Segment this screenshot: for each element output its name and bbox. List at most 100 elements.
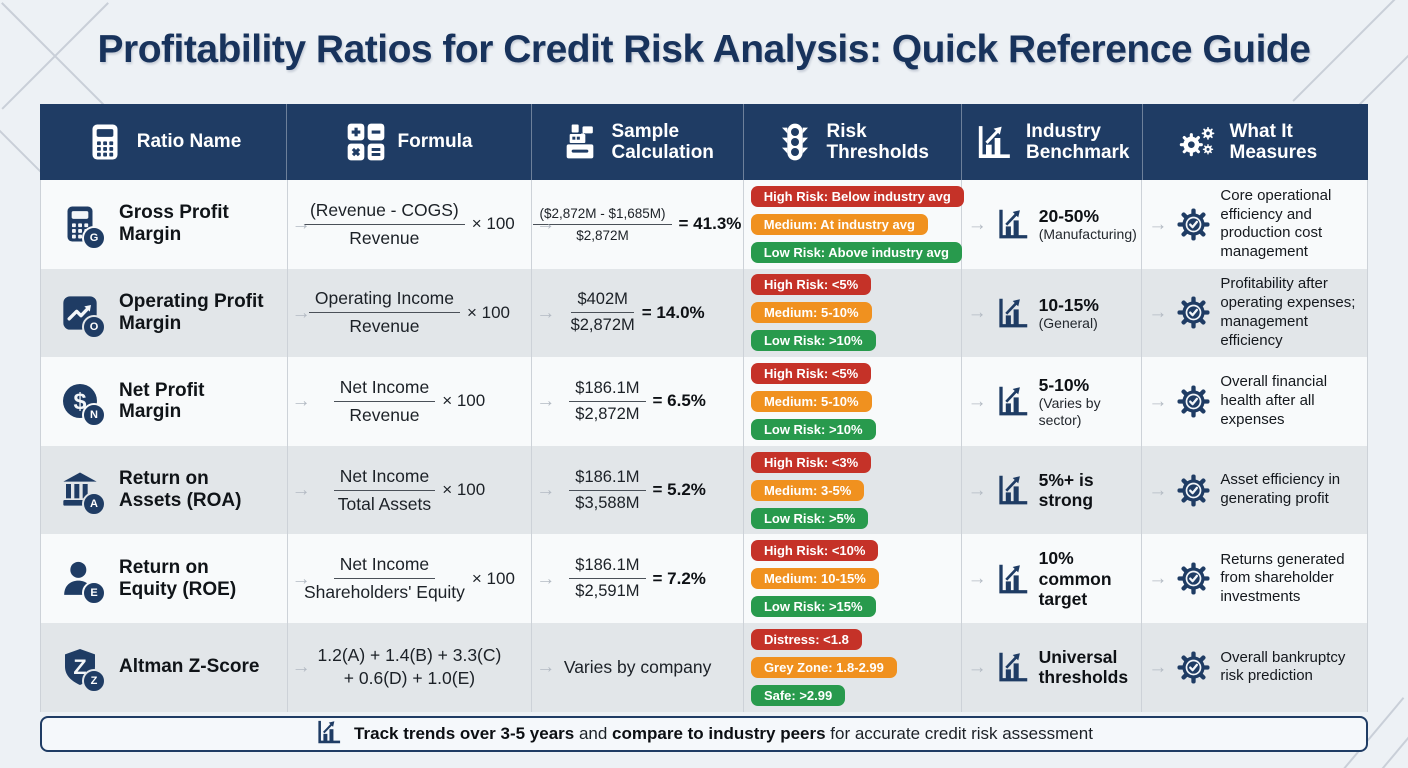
benchmark-value: 10% common target xyxy=(1038,548,1112,609)
risk-thresholds-cell: Distress: <1.8 Grey Zone: 1.8-2.99 Safe:… xyxy=(744,622,962,712)
ratio-letter-badge: E xyxy=(82,580,106,605)
ratio-name: Gross Profit Margin xyxy=(119,202,229,246)
formula-multiplier: × 100 xyxy=(467,302,511,322)
low-risk-badge: Safe: >2.99 xyxy=(750,684,846,706)
formula-line-2: + 0.6(D) + 1.0(E) xyxy=(343,668,476,689)
traffic-light-icon xyxy=(775,122,815,162)
formula-cell: → Net Income Shareholders' Equity × 100 xyxy=(288,534,533,623)
gears-icon xyxy=(1178,122,1218,162)
ratio-name: Net Profit Margin xyxy=(119,379,205,423)
line-chart-icon: O xyxy=(57,290,106,339)
ratio-name: Altman Z-Score xyxy=(119,656,260,678)
measures-cell: → Core operational efficiency and produc… xyxy=(1142,180,1367,269)
sample-fraction: $186.1M $2,591M xyxy=(569,556,646,601)
bar-chart-icon xyxy=(995,295,1031,331)
formula-numerator: Net Income xyxy=(333,377,436,402)
benchmark-cell: → 10-15% (General) xyxy=(962,268,1143,358)
measures-cell: → Profitability after operating expenses… xyxy=(1142,269,1367,358)
low-risk-badge: Low Risk: Above industry avg xyxy=(750,241,962,263)
ratio-name-cell: N Net Profit Margin xyxy=(41,357,288,446)
high-risk-badge: High Risk: <10% xyxy=(750,540,879,562)
calculator-icon: G xyxy=(57,201,106,251)
high-risk-badge: High Risk: <3% xyxy=(750,451,872,473)
gear-check-icon xyxy=(1175,206,1212,243)
trend-chart-icon xyxy=(315,718,343,751)
table-header-row: Ratio Name Formula Sample Calculation Ri… xyxy=(40,104,1368,180)
gear-check-icon xyxy=(1175,649,1212,686)
risk-thresholds-cell: High Risk: <5% Medium: 5-10% Low Risk: >… xyxy=(744,357,962,446)
arrow-icon: → xyxy=(291,302,311,324)
benchmark-text: 10% common target xyxy=(1039,548,1142,608)
dollar-circle-icon: N xyxy=(57,378,106,428)
benchmark-cell: → 5%+ is strong xyxy=(962,445,1143,535)
benchmark-text: 5-10% (Varies by sector) xyxy=(1039,375,1142,427)
formula-denominator: Revenue xyxy=(349,316,420,337)
sample-fraction: ($2,872M - $1,685M) $2,872M xyxy=(533,206,672,243)
arrow-icon: → xyxy=(967,302,987,324)
formula-multiplier: × 100 xyxy=(442,480,486,500)
measures-cell: → Overall bankruptcy risk prediction xyxy=(1142,623,1367,712)
sample-result: = 6.5% xyxy=(652,391,706,411)
formula-multiplier: × 100 xyxy=(471,214,515,234)
medium-risk-badge: Medium: 3-5% xyxy=(750,479,865,501)
formula-denominator: Revenue xyxy=(349,227,420,248)
formula-numerator: (Revenue - COGS) xyxy=(303,200,465,225)
ratio-name: Operating Profit Margin xyxy=(119,291,264,334)
benchmark-text: 10-15% (General) xyxy=(1039,295,1099,331)
benchmark-text: 20-50% (Manufacturing) xyxy=(1039,206,1137,242)
benchmark-cell: → 20-50% (Manufacturing) xyxy=(962,180,1143,269)
ratio-name-cell: E Return on Equity (ROE) xyxy=(41,534,288,623)
col-header-formula: Formula xyxy=(287,104,532,180)
sample-numerator: $186.1M xyxy=(569,468,646,491)
arrow-icon: → xyxy=(1148,656,1168,678)
benchmark-value: 20-50% xyxy=(1038,206,1100,227)
measures-text: Returns generated from shareholder inves… xyxy=(1220,550,1345,606)
ratio-name-cell: A Return on Assets (ROA) xyxy=(41,445,288,535)
table-row: Z Altman Z-Score → 1.2(A) + 1.4(B) + 3.3… xyxy=(41,622,1367,712)
arrow-icon: → xyxy=(1148,568,1168,590)
bar-chart-icon xyxy=(995,649,1031,685)
arrow-icon: → xyxy=(1148,479,1168,501)
arrow-icon: → xyxy=(536,302,556,324)
col-header-label: Industry Benchmark xyxy=(1026,120,1130,163)
page-title: Profitability Ratios for Credit Risk Ana… xyxy=(97,28,1311,71)
col-header-label: What It Measures xyxy=(1229,120,1318,163)
formula-fraction: Operating Income Revenue xyxy=(308,288,460,337)
medium-risk-badge: Medium: 5-10% xyxy=(750,302,872,324)
arrow-icon: → xyxy=(536,479,556,501)
arrow-icon: → xyxy=(967,479,987,501)
col-header-what-it-measures: What It Measures xyxy=(1143,104,1368,180)
col-header-risk-thresholds: Risk Thresholds xyxy=(744,104,962,180)
benchmark-value: Universal thresholds xyxy=(1038,647,1129,688)
risk-thresholds-cell: High Risk: <5% Medium: 5-10% Low Risk: >… xyxy=(744,268,962,358)
ratio-name-cell: Z Altman Z-Score xyxy=(41,622,288,712)
table-row: E Return on Equity (ROE) → Net Income Sh… xyxy=(41,534,1367,623)
footer-segment: and xyxy=(574,724,613,743)
risk-thresholds-cell: High Risk: <3% Medium: 3-5% Low Risk: >5… xyxy=(744,445,962,535)
sample-calculation-cell: → ($2,872M - $1,685M) $2,872M = 41.3% xyxy=(532,180,744,269)
col-header-industry-benchmark: Industry Benchmark xyxy=(962,104,1143,180)
gear-check-icon xyxy=(1175,383,1212,420)
bar-chart-icon xyxy=(995,383,1031,419)
measures-cell: → Overall financial health after all exp… xyxy=(1142,357,1367,446)
ratios-table: Ratio Name Formula Sample Calculation Ri… xyxy=(40,104,1368,712)
formula-multiplier: × 100 xyxy=(471,568,515,588)
benchmark-text: 5%+ is strong xyxy=(1039,470,1142,510)
formula-cell: → 1.2(A) + 1.4(B) + 3.3(C) + 0.6(D) + 1.… xyxy=(288,622,533,712)
formula-denominator: Total Assets xyxy=(337,493,432,514)
formula-cell: → Operating Income Revenue × 100 xyxy=(288,268,533,358)
gear-check-icon xyxy=(1175,560,1212,597)
high-risk-badge: High Risk: Below industry avg xyxy=(750,185,964,207)
table-row: G Gross Profit Margin → (Revenue - COGS)… xyxy=(41,180,1367,269)
sample-result: = 7.2% xyxy=(652,568,706,588)
formula-numerator: Net Income xyxy=(333,554,436,580)
sample-denominator: $3,588M xyxy=(575,493,640,512)
ratio-letter-badge: Z xyxy=(82,669,106,694)
measures-text: Overall bankruptcy risk prediction xyxy=(1220,648,1346,685)
cash-register-icon xyxy=(560,122,600,162)
formula-fraction: (Revenue - COGS) Revenue xyxy=(303,200,465,249)
sample-calculation-cell: → $186.1M $3,588M = 5.2% xyxy=(532,445,744,535)
medium-risk-badge: Medium: 5-10% xyxy=(750,390,872,412)
sample-fraction: $402M $2,872M xyxy=(571,290,635,335)
formula-fraction: Net Income Shareholders' Equity xyxy=(304,554,465,603)
